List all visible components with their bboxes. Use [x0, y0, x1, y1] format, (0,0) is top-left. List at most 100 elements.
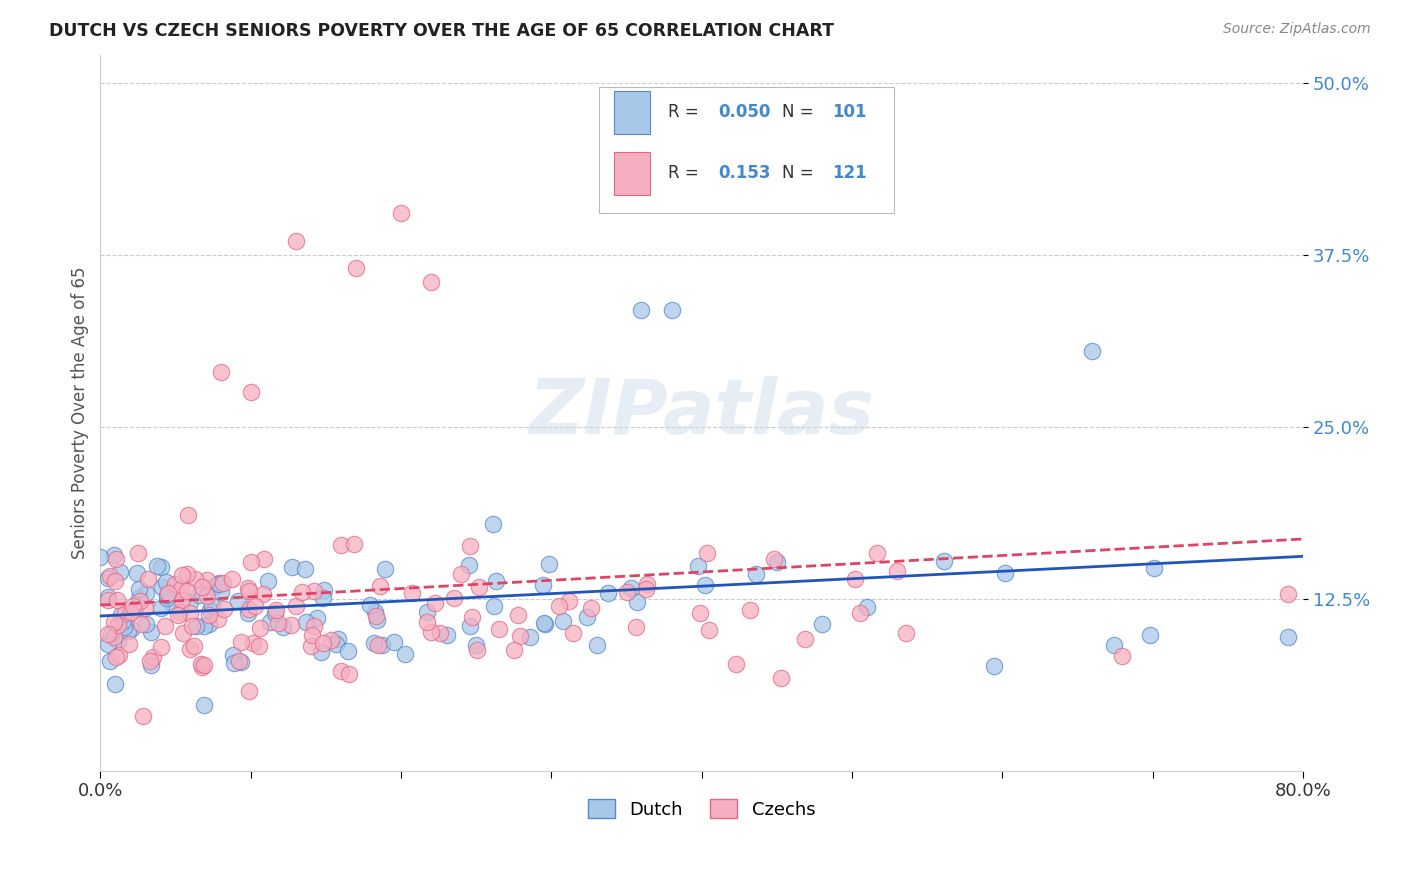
Point [285, 599, 308, 613]
Point [170, 582, 193, 596]
Point [519, 630, 541, 644]
Point [184, 619, 207, 633]
Bar [614, 91, 650, 134]
Point [100, 627, 122, 641]
Point [231, 655, 253, 669]
Point [98, 654, 121, 668]
Point [105, 649, 128, 664]
Point [886, 564, 908, 578]
Point [693, 578, 716, 592]
Point [170, 568, 193, 582]
Point [932, 553, 955, 567]
Point [198, 617, 221, 632]
Point [482, 599, 505, 613]
Point [135, 585, 157, 599]
Point [243, 599, 266, 613]
Point [136, 572, 159, 586]
Point [208, 576, 231, 591]
Point [1277, 630, 1299, 644]
Point [844, 572, 866, 586]
Point [89, 550, 111, 565]
Point [364, 605, 387, 619]
Point [242, 636, 264, 650]
Point [302, 583, 325, 598]
Point [97, 593, 120, 607]
Point [179, 595, 201, 609]
Point [304, 619, 326, 633]
Point [207, 577, 229, 591]
Point [401, 585, 423, 599]
Point [620, 582, 643, 596]
Point [337, 644, 360, 658]
Text: DUTCH VS CZECH SENIORS POVERTY OVER THE AGE OF 65 CORRELATION CHART: DUTCH VS CZECH SENIORS POVERTY OVER THE … [49, 22, 834, 40]
Point [450, 567, 472, 582]
Text: 0.153: 0.153 [718, 164, 770, 182]
Point [134, 601, 156, 615]
Point [128, 591, 150, 605]
Point [537, 557, 560, 571]
Point [329, 665, 352, 679]
Point [586, 638, 609, 652]
Point [416, 605, 439, 619]
Legend: Dutch, Czechs: Dutch, Czechs [581, 792, 823, 826]
Point [374, 561, 396, 575]
Point [193, 698, 215, 712]
Point [488, 623, 510, 637]
Point [576, 609, 599, 624]
Point [183, 639, 205, 653]
Point [1142, 560, 1164, 574]
Point [420, 275, 443, 289]
Point [131, 708, 153, 723]
Point [149, 559, 172, 574]
Point [624, 620, 647, 634]
Point [312, 582, 335, 597]
Point [179, 642, 201, 657]
Point [107, 618, 129, 632]
Point [344, 261, 367, 276]
Point [177, 508, 200, 523]
Point [312, 635, 335, 649]
Point [281, 560, 304, 574]
Point [724, 657, 747, 671]
Point [179, 606, 201, 620]
Point [108, 648, 131, 663]
Point [366, 613, 388, 627]
Point [534, 616, 557, 631]
Point [128, 582, 150, 596]
Point [239, 385, 262, 400]
Point [394, 647, 416, 661]
Point [166, 608, 188, 623]
Point [389, 206, 412, 220]
Point [150, 580, 173, 594]
Point [689, 606, 711, 620]
Point [107, 634, 129, 648]
Point [121, 599, 143, 614]
Point [548, 599, 571, 613]
Point [416, 615, 439, 629]
Text: 121: 121 [832, 164, 868, 182]
Text: Source: ZipAtlas.com: Source: ZipAtlas.com [1223, 22, 1371, 37]
Point [745, 566, 768, 581]
Point [97, 590, 120, 604]
Point [328, 632, 350, 647]
Point [460, 619, 482, 633]
Point [264, 603, 287, 617]
Point [301, 628, 323, 642]
Point [97, 571, 120, 585]
Point [97, 637, 120, 651]
Point [155, 619, 177, 633]
Point [443, 591, 465, 606]
Point [626, 595, 648, 609]
Point [579, 600, 602, 615]
Point [616, 585, 638, 599]
Point [145, 558, 167, 573]
Point [598, 586, 620, 600]
Point [110, 607, 132, 622]
Text: R =: R = [668, 164, 709, 182]
Point [436, 627, 458, 641]
Bar [599, 87, 894, 212]
Point [894, 625, 917, 640]
Point [688, 558, 710, 573]
Point [291, 584, 314, 599]
Point [118, 636, 141, 650]
